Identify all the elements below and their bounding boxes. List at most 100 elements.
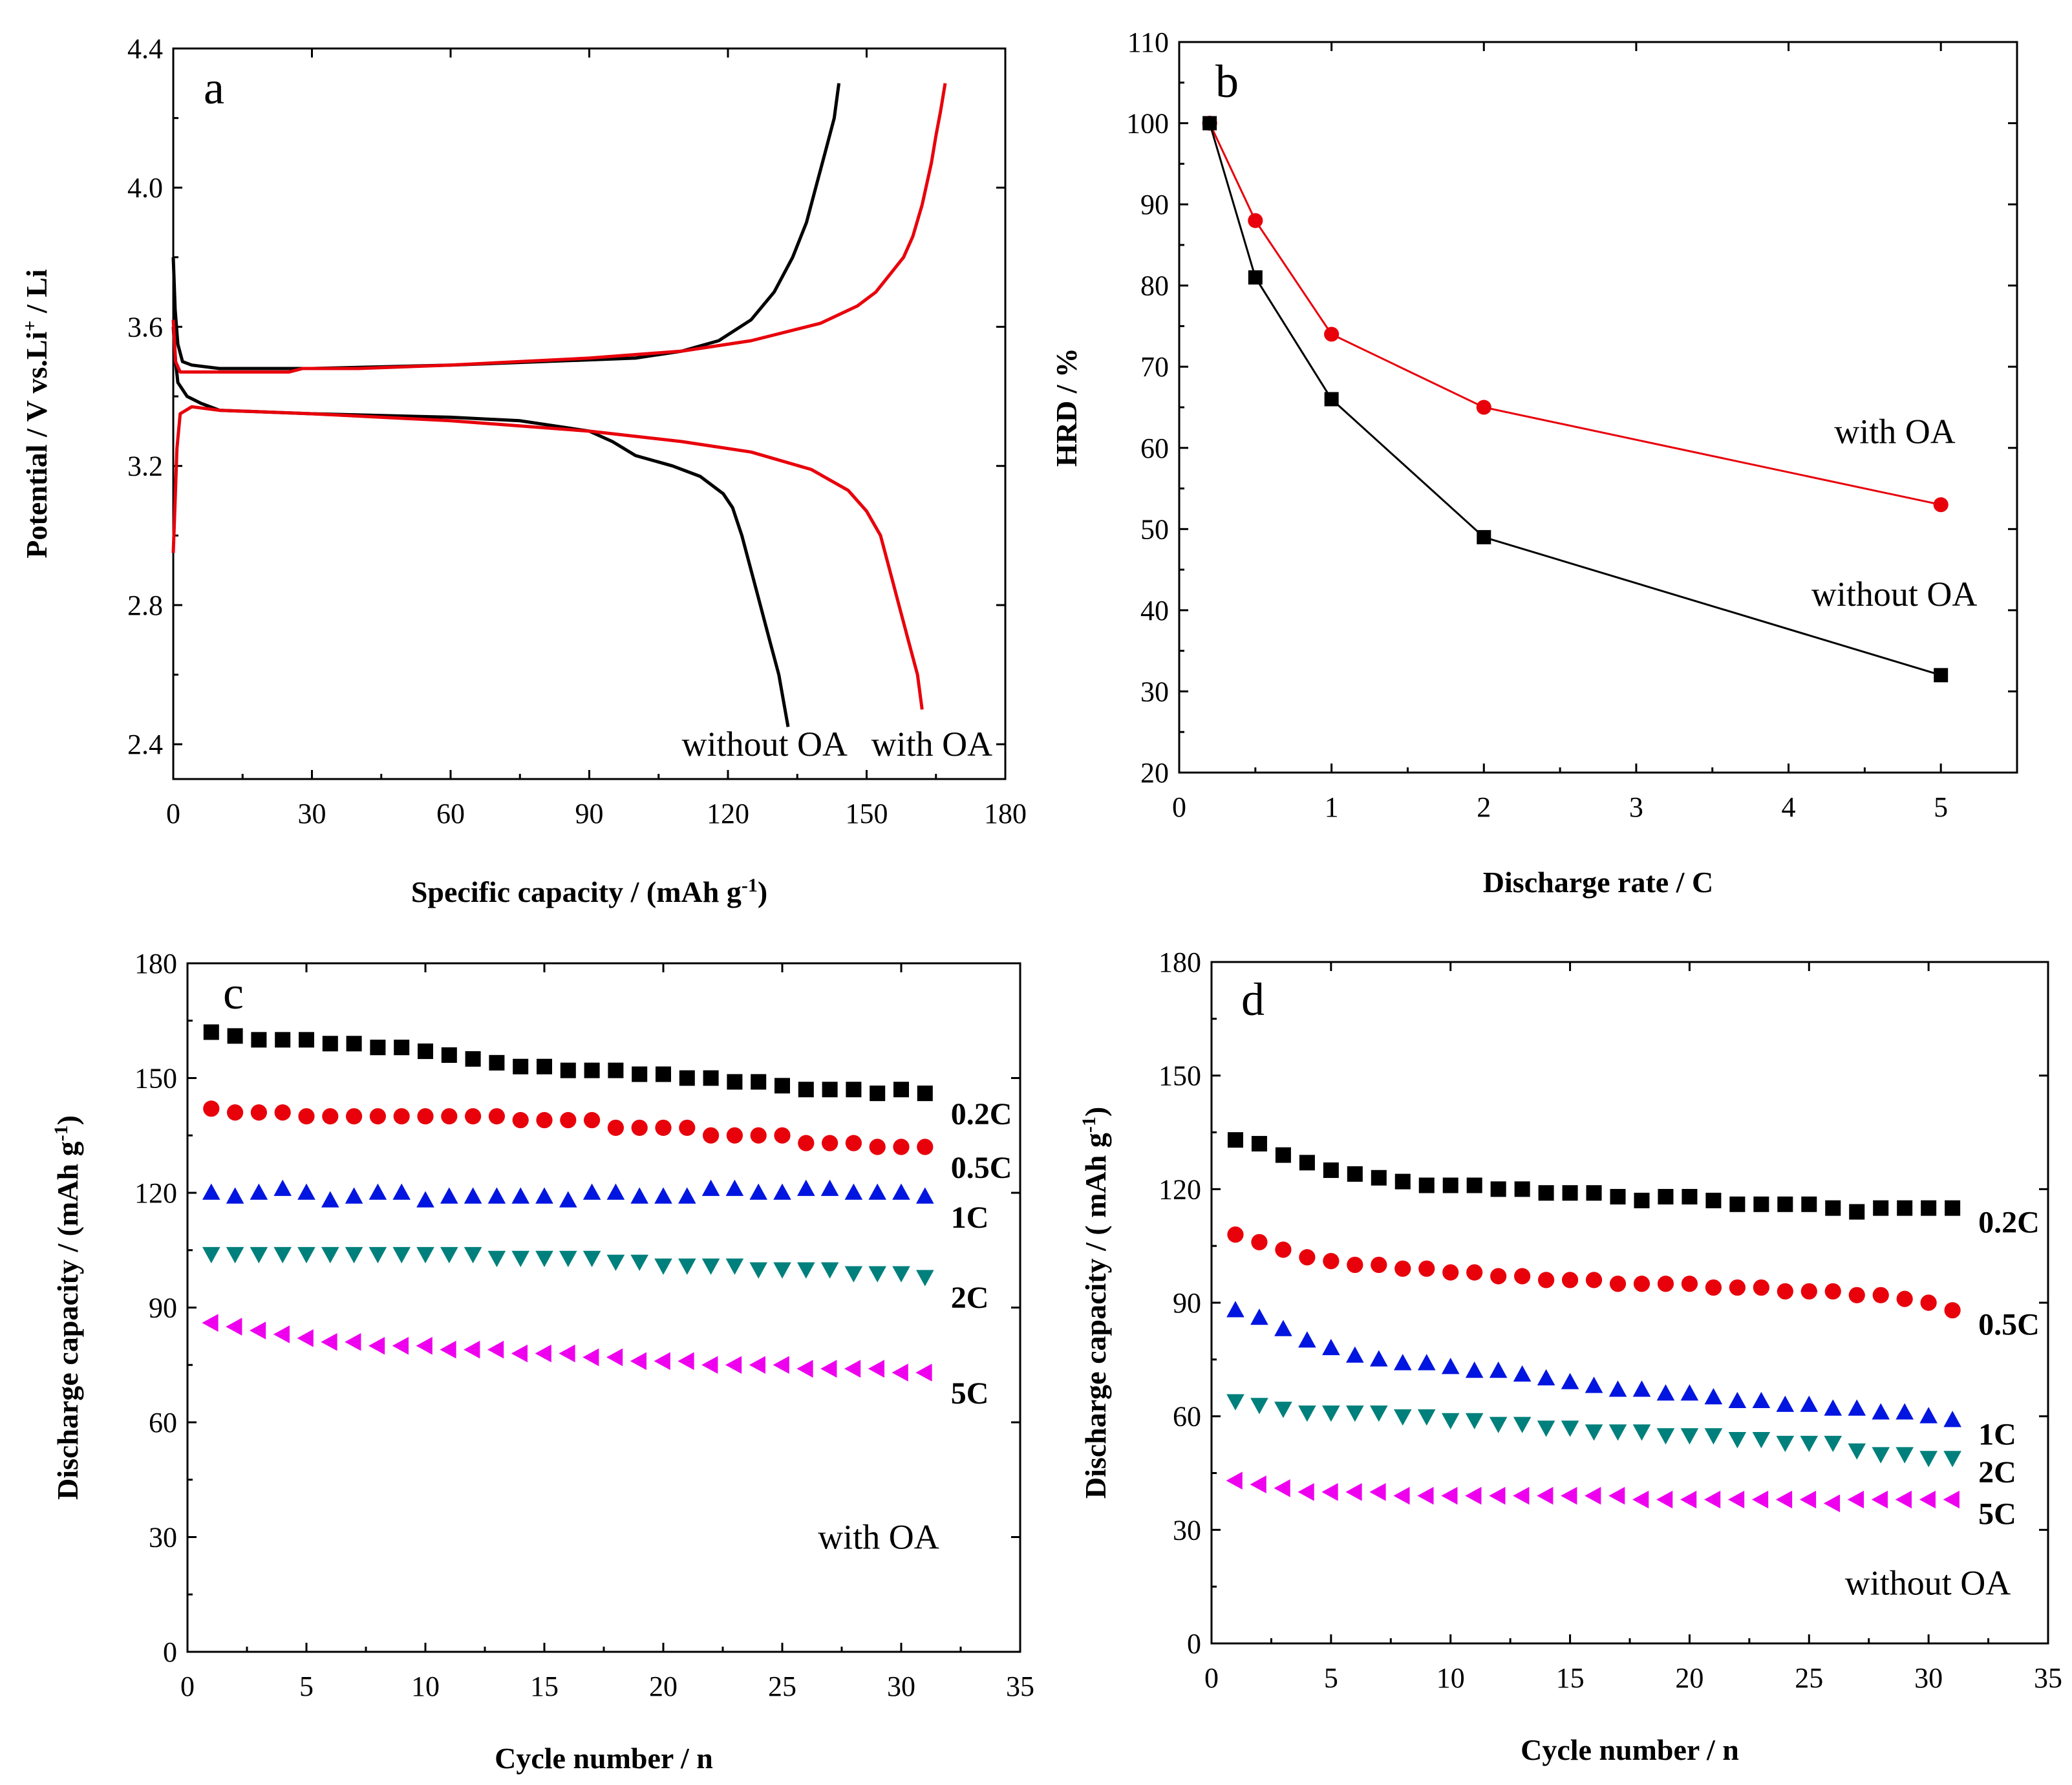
- data-point: [511, 1344, 528, 1363]
- data-point: [1275, 1147, 1291, 1163]
- data-point: [1871, 1490, 1888, 1509]
- data-point: [917, 1085, 933, 1102]
- data-point: [1538, 1185, 1554, 1201]
- x-tick-label: 35: [1006, 1671, 1034, 1702]
- data-point: [1632, 1490, 1649, 1509]
- data-point: [345, 1332, 361, 1351]
- y-tick-label: 20: [1140, 757, 1169, 789]
- x-tick-label: 10: [411, 1671, 440, 1702]
- x-tick-label: 180: [984, 798, 1027, 829]
- data-point: [1610, 1189, 1626, 1205]
- data-point: [749, 1356, 765, 1374]
- data-point: [798, 1135, 815, 1151]
- data-point: [1226, 1301, 1244, 1318]
- data-point: [870, 1085, 886, 1102]
- data-point: [630, 1352, 646, 1371]
- data-point: [1895, 1490, 1912, 1509]
- data-point: [1658, 1189, 1674, 1205]
- data-point: [582, 1250, 601, 1267]
- y-tick-label: 2.8: [127, 590, 163, 621]
- data-point: [1586, 1185, 1602, 1201]
- data-point: [820, 1360, 837, 1378]
- data-point: [1585, 1424, 1603, 1441]
- y-tick-label: 4.4: [127, 33, 163, 65]
- data-point: [607, 1119, 625, 1137]
- data-point: [250, 1321, 266, 1340]
- data-point: [1896, 1447, 1914, 1464]
- data-point: [299, 1032, 314, 1048]
- data-point: [678, 1187, 696, 1204]
- data-point: [678, 1258, 696, 1275]
- y-tick-label: 4.0: [127, 172, 163, 204]
- data-point: [749, 1183, 767, 1200]
- data-point: [297, 1329, 314, 1347]
- data-point: [797, 1179, 815, 1196]
- data-point: [1369, 1482, 1386, 1501]
- x-tick-label: 120: [707, 798, 749, 829]
- data-point: [869, 1138, 886, 1155]
- series-label: 2C: [951, 1281, 989, 1315]
- data-point: [275, 1032, 291, 1048]
- data-point: [1324, 392, 1339, 407]
- data-point: [1823, 1494, 1841, 1513]
- data-point: [1753, 1279, 1769, 1296]
- data-point: [725, 1258, 744, 1275]
- y-tick-label: 30: [1140, 676, 1169, 707]
- data-point: [464, 1340, 480, 1359]
- data-point: [369, 1108, 387, 1125]
- data-point: [1681, 1276, 1698, 1292]
- annotation-label: without OA: [1845, 1563, 2011, 1602]
- data-point: [535, 1187, 553, 1204]
- data-point: [1298, 1482, 1314, 1501]
- x-axis-title-sup: -1: [742, 875, 758, 896]
- data-point: [441, 1108, 458, 1125]
- data-point: [893, 1138, 910, 1155]
- x-tick-label: 4: [1782, 791, 1796, 823]
- data-point: [1489, 1362, 1508, 1378]
- data-point: [1729, 1279, 1746, 1296]
- data-point: [1632, 1424, 1651, 1441]
- data-point: [346, 1036, 362, 1052]
- data-point: [1298, 1331, 1316, 1348]
- series-label: 5C: [951, 1376, 989, 1411]
- x-tick-label: 60: [436, 798, 465, 829]
- data-point: [655, 1119, 672, 1137]
- y-axis-title: Discharge capacity / (mAh g-1): [50, 1115, 85, 1500]
- x-axis-title-end: ): [758, 875, 767, 908]
- data-point: [1227, 1226, 1244, 1243]
- y-tick-label: 70: [1140, 351, 1169, 383]
- data-point: [1322, 1338, 1340, 1356]
- data-point: [1562, 1185, 1578, 1201]
- data-point: [1561, 1373, 1579, 1389]
- data-point: [560, 1111, 577, 1129]
- series-line-0: [1208, 122, 1941, 506]
- data-point: [916, 1270, 934, 1287]
- data-point: [512, 1111, 529, 1129]
- data-point: [1728, 1391, 1747, 1409]
- data-point: [1943, 1411, 1961, 1427]
- data-point: [1919, 1407, 1938, 1424]
- data-point: [797, 1262, 815, 1279]
- data-point: [464, 1187, 482, 1204]
- data-point: [1202, 116, 1217, 131]
- data-point: [368, 1246, 387, 1264]
- series-label: 0.2C: [1978, 1206, 2040, 1240]
- data-point: [582, 1183, 601, 1200]
- data-point: [773, 1262, 791, 1279]
- y-axis-title-end: ): [51, 1115, 84, 1125]
- data-point: [916, 1187, 934, 1204]
- y-axis-title: Discharge capacity / ( mAh g-1): [1078, 1107, 1113, 1499]
- data-point: [226, 1246, 244, 1264]
- data-point: [559, 1191, 577, 1208]
- data-point: [1800, 1435, 1819, 1453]
- data-point: [868, 1266, 886, 1283]
- x-tick-label: 25: [1795, 1662, 1823, 1694]
- x-tick-label: 25: [768, 1671, 796, 1702]
- data-point: [535, 1344, 551, 1363]
- data-point: [1442, 1177, 1458, 1193]
- data-point: [203, 1024, 219, 1040]
- data-point: [1920, 1294, 1937, 1311]
- data-point: [1751, 1490, 1769, 1509]
- data-point: [1704, 1387, 1723, 1405]
